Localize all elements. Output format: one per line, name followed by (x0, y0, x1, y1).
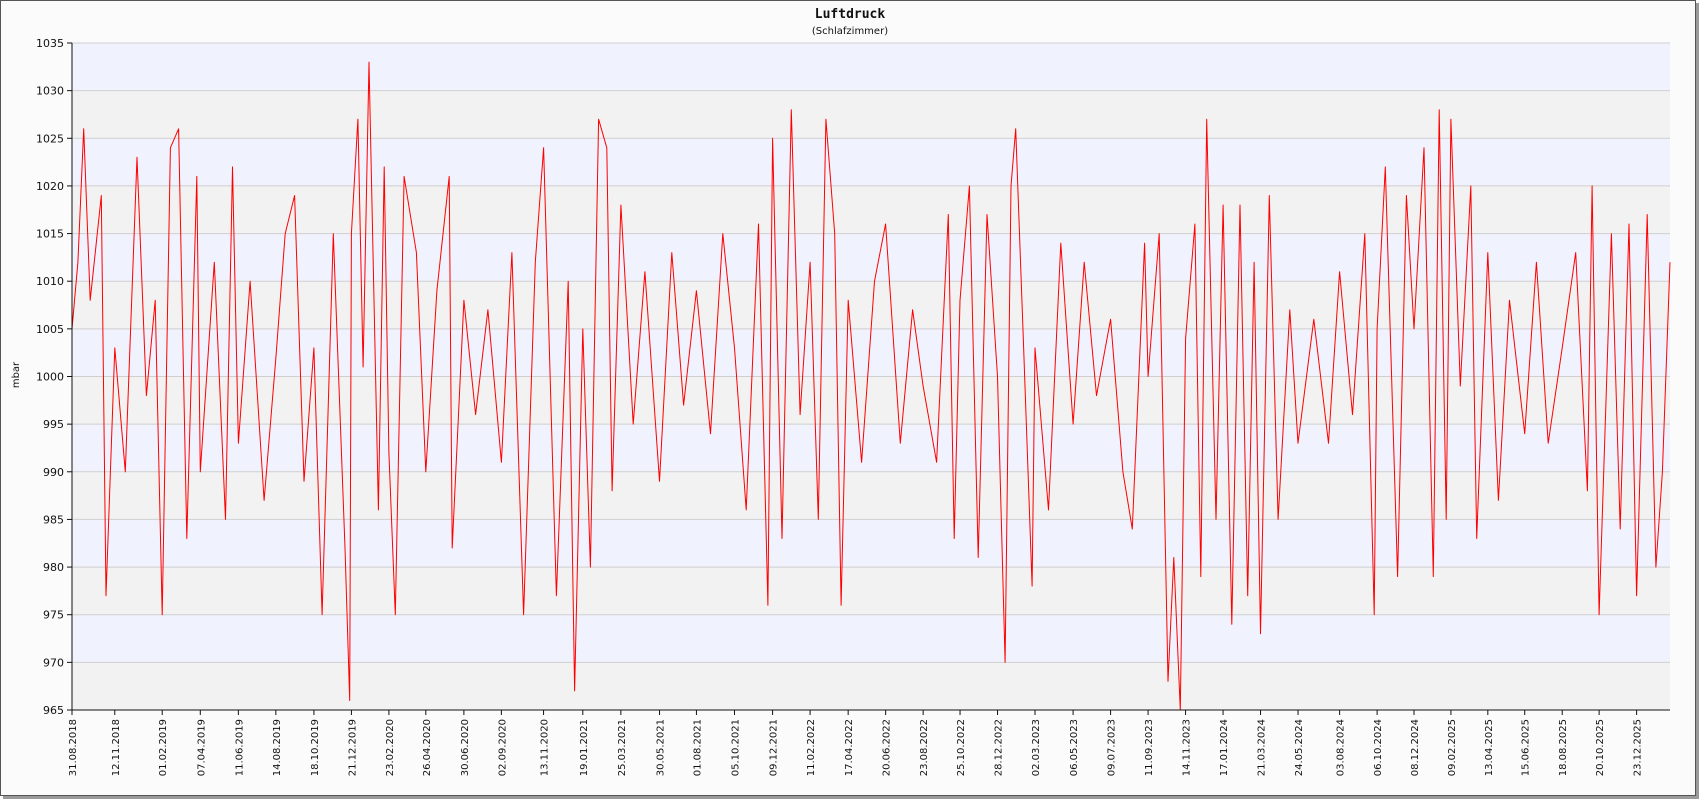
band-970-975 (72, 614, 1670, 663)
series-group (71, 61, 1671, 711)
x-tick-label-7: 21.12.2019 (347, 719, 358, 776)
y-tick-label-970: 970 (43, 656, 64, 669)
x-tick-label-26: 06.05.2023 (1069, 719, 1080, 776)
x-tick-label-1: 12.11.2018 (111, 719, 122, 776)
y-tick-label-975: 975 (43, 609, 64, 622)
x-tick-label-6: 18.10.2019 (310, 719, 321, 776)
band-965-970 (72, 662, 1670, 710)
band-1025-1030 (72, 90, 1670, 139)
x-tick-label-40: 20.10.2025 (1595, 719, 1606, 776)
band-985-990 (72, 471, 1670, 520)
x-tick-label-36: 09.02.2025 (1447, 719, 1458, 776)
y-tick-label-1000: 1000 (36, 371, 64, 384)
x-tick-label-35: 08.12.2024 (1410, 719, 1421, 776)
x-tick-label-31: 21.03.2024 (1257, 719, 1268, 776)
chart-title: Luftdruck (815, 7, 886, 22)
x-tick-label-23: 25.10.2022 (956, 719, 967, 776)
x-tick-label-16: 01.08.2021 (692, 719, 703, 776)
y-tick-label-995: 995 (43, 418, 64, 431)
y-axis-ticks: 965 970 975 980 985 990 995 1000 1005 1010 1015 102… (36, 37, 72, 717)
x-tick-label-38: 15.06.2025 (1521, 719, 1532, 776)
x-tick-label-22: 23.08.2022 (919, 719, 930, 776)
x-tick-label-12: 13.11.2020 (540, 719, 551, 776)
background-bands (72, 43, 1670, 710)
x-tick-label-2: 01.02.2019 (158, 719, 169, 776)
x-tick-label-34: 06.10.2024 (1373, 719, 1384, 776)
x-tick-label-21: 20.06.2022 (882, 719, 893, 776)
x-axis-ticks: 31.08.2018 12.11.2018 01.02.2019 07.04.2019… (68, 710, 1644, 776)
y-tick-label-1005: 1005 (36, 323, 64, 336)
x-tick-label-9: 26.04.2020 (422, 719, 433, 776)
y-tick-label-1025: 1025 (36, 132, 64, 145)
x-tick-label-15: 30.05.2021 (656, 719, 667, 776)
x-tick-label-18: 09.12.2021 (769, 719, 780, 776)
y-axis-label: mbar (11, 361, 22, 388)
y-tick-label-1035: 1035 (36, 37, 64, 50)
y-tick-label-990: 990 (43, 466, 64, 479)
band-1030-1035 (72, 43, 1670, 91)
x-tick-label-39: 18.08.2025 (1558, 719, 1569, 776)
band-1005-1010 (72, 281, 1670, 329)
band-990-995 (72, 424, 1670, 472)
x-tick-label-24: 28.12.2022 (994, 719, 1005, 776)
band-975-980 (72, 567, 1670, 615)
x-tick-label-27: 09.07.2023 (1107, 719, 1118, 776)
x-tick-label-30: 17.01.2024 (1219, 719, 1230, 776)
y-tick-label-985: 985 (43, 513, 64, 526)
x-tick-label-25: 02.03.2023 (1031, 719, 1042, 776)
x-tick-label-19: 11.02.2022 (806, 719, 817, 776)
x-tick-label-37: 13.04.2025 (1484, 719, 1495, 776)
band-1020-1025 (72, 138, 1670, 186)
x-tick-label-4: 11.06.2019 (234, 719, 245, 776)
x-tick-label-41: 23.12.2025 (1633, 719, 1644, 776)
x-tick-label-11: 02.09.2020 (497, 719, 508, 776)
y-tick-label-980: 980 (43, 561, 64, 574)
x-tick-label-20: 17.04.2022 (844, 719, 855, 776)
x-tick-label-3: 07.04.2019 (196, 719, 207, 776)
x-tick-label-8: 23.02.2020 (385, 719, 396, 776)
y-tick-label-1015: 1015 (36, 228, 64, 241)
x-tick-label-28: 11.09.2023 (1144, 719, 1155, 776)
x-tick-label-10: 30.06.2020 (460, 719, 471, 776)
x-tick-label-32: 24.05.2024 (1294, 719, 1305, 776)
y-tick-label-1020: 1020 (36, 180, 64, 193)
y-tick-label-1010: 1010 (36, 275, 64, 288)
x-tick-label-13: 19.01.2021 (579, 719, 590, 776)
y-tick-label-965: 965 (43, 704, 64, 717)
band-1015-1020 (72, 185, 1670, 234)
x-tick-label-5: 14.08.2019 (272, 719, 283, 776)
band-995-1000 (72, 376, 1670, 425)
band-1010-1015 (72, 233, 1670, 282)
x-tick-label-29: 14.11.2023 (1182, 719, 1193, 776)
x-tick-label-17: 05.10.2021 (731, 719, 742, 776)
x-tick-label-0: 31.08.2018 (68, 719, 79, 776)
chart-subtitle: (Schlafzimmer) (812, 26, 888, 37)
x-tick-label-14: 25.03.2021 (617, 719, 628, 776)
series-line-0 (71, 61, 1671, 711)
x-tick-label-33: 03.08.2024 (1336, 719, 1347, 776)
band-980-985 (72, 519, 1670, 568)
y-tick-label-1030: 1030 (36, 85, 64, 98)
